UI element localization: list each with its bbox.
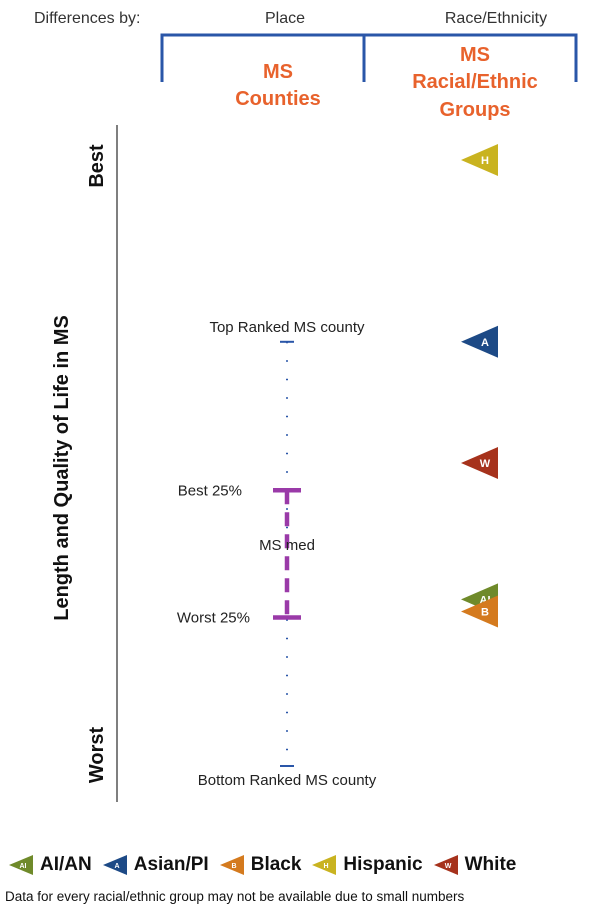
legend-label: Asian/PI [133,854,209,875]
groups-title-line3: Groups [439,99,510,121]
legend-triangle [433,855,458,875]
marker-triangle [461,447,498,479]
footnote: Data for every racial/ethnic group may n… [5,889,465,904]
marker-triangle [461,325,498,358]
legend-marker-icon: B [219,855,244,875]
legend-marker-icon: A [102,855,127,875]
y-top-label: Best [86,144,108,188]
group-marker-w: W [461,447,498,479]
legend-item-a: A Asian/PI [102,854,209,876]
legend-marker-code: A [114,863,119,870]
group-markers: H A W AIB [461,144,498,628]
legend-marker-icon: W [433,855,458,875]
counties-title-line2: Counties [235,88,321,110]
header-place: Place [265,10,305,27]
legend-triangle [312,855,337,875]
header-race: Race/Ethnicity [445,10,547,27]
marker-code: AI [480,594,491,606]
legend-marker-code: H [324,863,329,870]
groups-title-line1: MS [460,44,490,66]
county-distribution [273,340,301,767]
legend-triangle [9,855,33,875]
legend-marker-code: AI [20,863,27,870]
legend-triangle [219,855,244,875]
counties-title-line1: MS [263,61,293,83]
y-bottom-label: Worst [86,727,108,784]
marker-code: A [481,337,489,349]
legend-item-ai: AI AI/AN [8,854,92,876]
legend-item-h: H Hispanic [311,854,423,876]
group-marker-b: B [461,595,498,628]
legend-marker-icon: AI [9,855,33,875]
groups-title-line2: Racial/Ethnic [412,71,538,93]
bottom-county-label: Bottom Ranked MS county [198,772,377,789]
legend-label: White [464,854,517,875]
marker-code: B [481,606,489,618]
header-prefix: Differences by: [34,10,140,27]
legend-label: AI/AN [40,854,92,875]
marker-triangle [461,595,498,628]
marker-triangle [461,144,498,176]
chart-canvas: Differences by: Place Race/Ethnicity MS … [34,10,578,802]
group-marker-a: A [461,325,498,358]
group-marker-h: H [461,144,498,176]
marker-code: W [480,458,491,470]
median-label: MS med [259,537,315,554]
legend-label: Hispanic [343,854,423,875]
y-axis-title: Length and Quality of Life in MS [51,315,73,621]
marker-code: H [481,155,489,167]
top-county-label: Top Ranked MS county [209,319,365,336]
legend-marker-icon: H [312,855,337,875]
column-bracket [160,33,578,82]
legend-marker-code: B [231,863,236,870]
legend-label: Black [250,854,302,875]
legend-marker-code: W [444,863,451,870]
legend: AI AI/AN A Asian/PI B Black H Hispanic W White [8,845,608,885]
best-25-label: Best 25% [178,482,242,499]
legend-triangle [102,855,127,875]
legend-item-b: B Black [219,854,302,876]
worst-25-label: Worst 25% [177,610,250,627]
legend-item-w: W White [433,854,517,876]
